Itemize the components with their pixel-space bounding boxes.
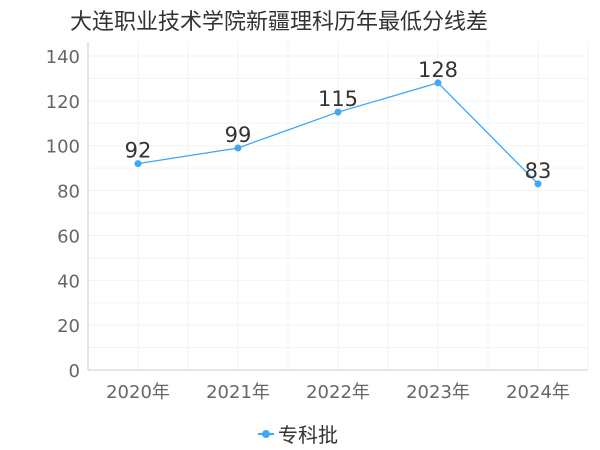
x-tick-label: 2024年: [506, 382, 570, 403]
y-tick-label: 100: [46, 137, 80, 158]
data-label: 92: [125, 139, 152, 163]
x-tick-label: 2023年: [406, 382, 470, 403]
x-tick-label: 2022年: [306, 382, 370, 403]
data-points: [134, 79, 542, 188]
y-tick-label: 20: [57, 316, 80, 337]
data-point[interactable]: [434, 79, 442, 87]
data-label: 99: [225, 123, 252, 147]
y-tick-label: 40: [57, 271, 80, 292]
data-label: 115: [318, 87, 358, 111]
y-tick-label: 60: [57, 226, 80, 247]
data-point[interactable]: [334, 108, 342, 116]
data-label: 83: [525, 159, 552, 183]
legend-label: 专科批: [278, 423, 338, 447]
y-tick-label: 0: [69, 361, 80, 382]
data-point[interactable]: [534, 180, 542, 188]
data-label: 128: [418, 58, 458, 82]
y-tick-label: 140: [46, 47, 80, 68]
y-axis-ticks: 0 20 40 60 80 100 120 140: [46, 47, 80, 382]
axes: [87, 42, 588, 371]
y-tick-label: 80: [57, 182, 80, 203]
x-tick-label: 2020年: [106, 382, 170, 403]
chart-title: 大连职业技术学院新疆理科历年最低分线差: [70, 10, 489, 35]
x-axis-ticks: 2020年 2021年 2022年 2023年 2024年: [106, 382, 570, 403]
x-tick-label: 2021年: [206, 382, 270, 403]
data-labels: 92 99 115 128 83: [125, 58, 552, 183]
legend-marker-icon: [258, 429, 274, 439]
data-point[interactable]: [134, 160, 142, 168]
y-tick-label: 120: [46, 92, 80, 113]
legend[interactable]: 专科批: [258, 419, 338, 448]
data-point[interactable]: [234, 144, 242, 152]
grid-lines: [87, 42, 589, 371]
